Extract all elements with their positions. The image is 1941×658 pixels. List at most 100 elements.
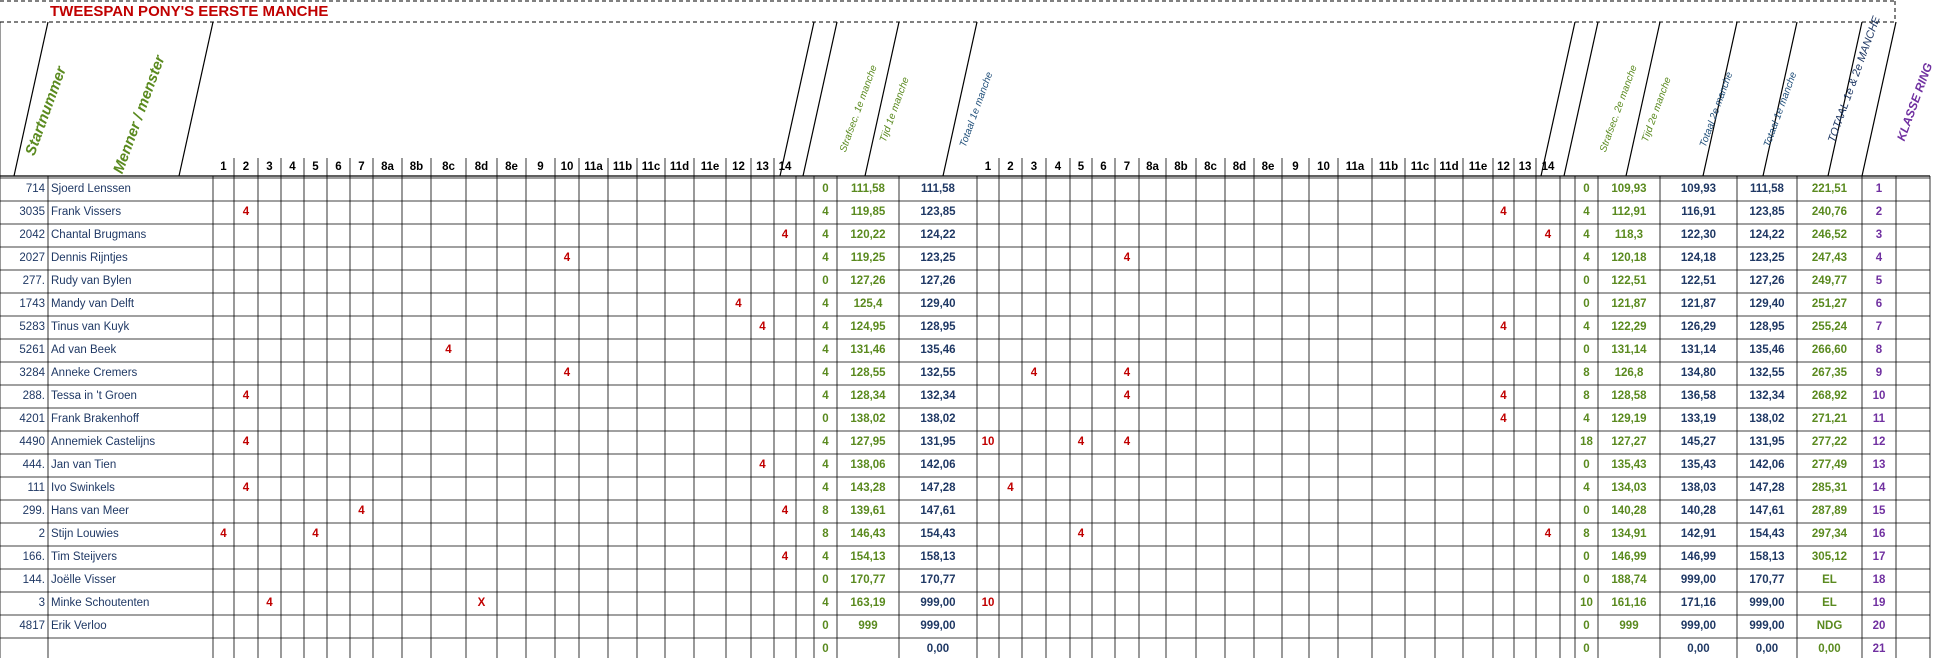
penalty-mark: 4 bbox=[1123, 252, 1131, 264]
penalty-seconds-1: 4 bbox=[822, 551, 829, 563]
grand-total: 266,60 bbox=[1811, 344, 1848, 356]
time-1: 154,13 bbox=[850, 551, 886, 563]
penalty-seconds-1: 0 bbox=[822, 413, 829, 425]
time-2: 135,43 bbox=[1611, 459, 1647, 471]
driver-name: Joëlle Visser bbox=[51, 574, 116, 586]
penalty-mark: 4 bbox=[1123, 367, 1131, 379]
start-number: 4490 bbox=[19, 436, 45, 448]
driver-name: Stijn Louwies bbox=[51, 528, 119, 540]
obstacle-header: 8a bbox=[381, 161, 394, 173]
rank: 5 bbox=[1875, 275, 1883, 287]
grand-total: 277,49 bbox=[1811, 459, 1848, 471]
total-1: 123,85 bbox=[920, 206, 956, 218]
penalty-mark: 4 bbox=[445, 344, 452, 356]
driver-name: Ivo Swinkels bbox=[51, 482, 115, 494]
obstacle-header: 8b bbox=[409, 161, 424, 173]
penalty-seconds-2: 0 bbox=[1583, 643, 1590, 655]
grand-total: 268,92 bbox=[1811, 390, 1848, 402]
time-2: 118,3 bbox=[1614, 229, 1644, 241]
total-1-repeat: 147,61 bbox=[1749, 505, 1785, 517]
rank: 6 bbox=[1875, 298, 1883, 310]
penalty-seconds-2: 8 bbox=[1583, 367, 1590, 379]
penalty-seconds-2: 0 bbox=[1583, 275, 1590, 287]
start-number: 2027 bbox=[19, 252, 45, 264]
obstacle-header: 2 bbox=[242, 161, 250, 173]
rank: 1 bbox=[1875, 183, 1883, 195]
penalty-mark: 4 bbox=[1123, 436, 1131, 448]
grid-line bbox=[13, 21, 49, 177]
obstacle-header: 2 bbox=[1007, 161, 1014, 173]
obstacle-header: 11c bbox=[641, 161, 661, 173]
total-1-repeat: 127,26 bbox=[1749, 275, 1785, 287]
grid-line bbox=[1762, 21, 1798, 177]
total-1-repeat: 999,00 bbox=[1749, 597, 1785, 609]
total-1: 999,00 bbox=[920, 620, 956, 632]
total-1-repeat: 132,34 bbox=[1749, 390, 1785, 402]
time-1: 119,85 bbox=[850, 206, 886, 218]
obstacle-header: 8c bbox=[1204, 161, 1217, 173]
obstacle-header: 1 bbox=[984, 161, 992, 173]
driver-name: Rudy van Bylen bbox=[51, 275, 132, 287]
total-1-repeat: 132,55 bbox=[1749, 367, 1785, 379]
penalty-seconds-1: 4 bbox=[822, 206, 829, 218]
driver-name: Dennis Rijntjes bbox=[51, 252, 128, 264]
start-number: 444. bbox=[22, 459, 45, 471]
rank: 13 bbox=[1872, 459, 1886, 471]
obstacle-header: 11e bbox=[1468, 161, 1488, 173]
start-number: 3035 bbox=[19, 206, 45, 218]
obstacle-header: 8d bbox=[1232, 161, 1247, 173]
total-1: 170,77 bbox=[920, 574, 956, 586]
total-1: 999,00 bbox=[920, 597, 956, 609]
time-1: 128,34 bbox=[850, 390, 886, 402]
start-number: 299. bbox=[22, 505, 45, 517]
penalty-seconds-2: 0 bbox=[1583, 183, 1590, 195]
time-1: 131,46 bbox=[850, 344, 886, 356]
penalty-mark: 4 bbox=[781, 505, 789, 517]
grand-total: 221,51 bbox=[1811, 183, 1848, 195]
grand-total: 240,76 bbox=[1811, 206, 1848, 218]
driver-name: Tessa in 't Groen bbox=[51, 390, 137, 402]
total-1-repeat: 123,85 bbox=[1749, 206, 1785, 218]
obstacle-header: 12 bbox=[732, 161, 745, 173]
penalty-mark: 10 bbox=[981, 597, 995, 609]
obstacle-header: 9 bbox=[537, 161, 544, 173]
start-number: 166. bbox=[22, 551, 45, 563]
time-2: 122,51 bbox=[1611, 275, 1647, 287]
total-2: 126,29 bbox=[1680, 321, 1717, 333]
grid-line bbox=[1625, 21, 1661, 177]
grand-total: 246,52 bbox=[1811, 229, 1848, 241]
total-1: 142,06 bbox=[920, 459, 956, 471]
penalty-mark: 4 bbox=[1544, 528, 1552, 540]
grand-total: EL bbox=[1822, 574, 1837, 586]
total-1-repeat: 999,00 bbox=[1749, 620, 1785, 632]
penalty-seconds-1: 0 bbox=[822, 620, 829, 632]
penalty-seconds-1: 8 bbox=[822, 505, 829, 517]
rank: 20 bbox=[1872, 620, 1886, 632]
penalty-mark: 4 bbox=[1544, 229, 1552, 241]
time-2: 120,18 bbox=[1611, 252, 1647, 264]
obstacle-header: 11e bbox=[700, 161, 720, 173]
time-2: 134,03 bbox=[1611, 482, 1647, 494]
start-number: 714 bbox=[25, 183, 45, 195]
time-2: 146,99 bbox=[1611, 551, 1647, 563]
penalty-mark: 4 bbox=[759, 321, 766, 333]
total-2: 142,91 bbox=[1680, 528, 1717, 540]
start-number: 2 bbox=[38, 528, 45, 540]
total-1: 111,58 bbox=[921, 183, 955, 195]
start-number: 144. bbox=[22, 574, 45, 586]
penalty-seconds-1: 4 bbox=[822, 298, 829, 310]
penalty-seconds-1: 0 bbox=[822, 275, 829, 287]
time-2: 126,8 bbox=[1614, 367, 1644, 379]
penalty-seconds-2: 4 bbox=[1583, 321, 1590, 333]
grid-line bbox=[178, 21, 214, 177]
rank: 7 bbox=[1875, 321, 1883, 333]
rank: 4 bbox=[1875, 252, 1883, 264]
obstacle-header: 8b bbox=[1174, 161, 1188, 173]
driver-name: Mandy van Delft bbox=[51, 298, 135, 310]
driver-name: Minke Schoutenten bbox=[51, 597, 150, 609]
obstacle-header: 10 bbox=[1317, 161, 1330, 173]
penalty-seconds-1: 4 bbox=[822, 482, 829, 494]
grand-total: 297,34 bbox=[1811, 528, 1848, 540]
penalty-seconds-2: 0 bbox=[1583, 620, 1590, 632]
penalty-mark: X bbox=[477, 597, 486, 609]
